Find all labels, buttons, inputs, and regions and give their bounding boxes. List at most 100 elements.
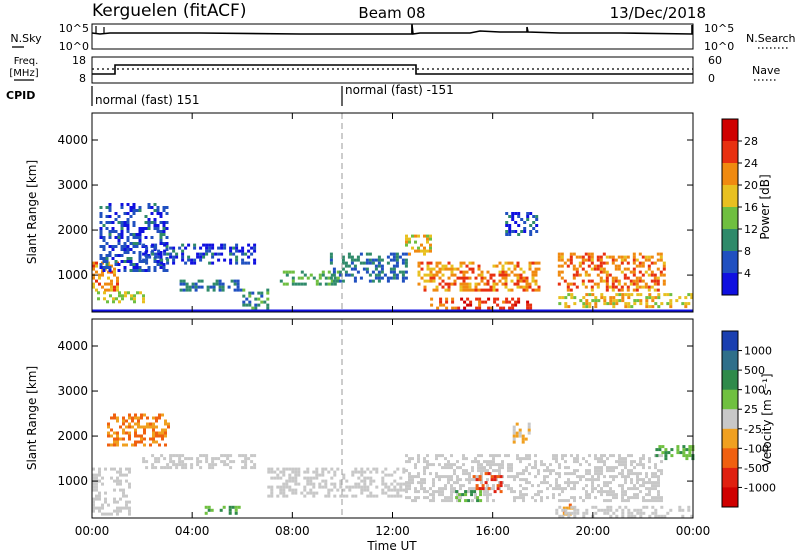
velocity-cell-region-5 bbox=[630, 454, 633, 458]
velocity-cell-region-7 bbox=[464, 490, 468, 494]
velocity-cell-region-8 bbox=[515, 422, 519, 426]
velocity-cell-region-2 bbox=[199, 466, 203, 470]
power-cell-region-13 bbox=[624, 302, 628, 306]
velocity-cell-region-5 bbox=[603, 499, 606, 503]
power-cell-region-9 bbox=[477, 282, 481, 286]
velocity-cell-region-5 bbox=[477, 454, 480, 458]
power-cell-region-5 bbox=[266, 288, 270, 292]
power-cell-region-7 bbox=[368, 252, 372, 256]
power-cell-region-12 bbox=[572, 252, 576, 256]
velocity-cell-region-1 bbox=[158, 431, 161, 435]
velocity-cell-region-5 bbox=[522, 472, 525, 476]
power-cell-region-9 bbox=[480, 279, 484, 283]
velocity-cell-region-8 bbox=[512, 437, 516, 441]
power-cell-region-9 bbox=[531, 273, 535, 277]
velocity-cell-region-11 bbox=[564, 511, 568, 515]
velocity-cell-region-8 bbox=[515, 434, 519, 438]
velocity-cell-region-5 bbox=[441, 499, 444, 503]
power-cell-region-6 bbox=[303, 282, 307, 286]
velocity-cell-region-0 bbox=[95, 506, 98, 510]
power-cell-region-2 bbox=[153, 266, 157, 269]
power-cell-region-7 bbox=[395, 276, 399, 280]
velocity-cell-region-5 bbox=[576, 475, 579, 479]
power-cell-region-12 bbox=[638, 285, 642, 289]
power-cell-region-3 bbox=[223, 243, 227, 247]
power-cell-region-9 bbox=[507, 261, 511, 265]
velocity-cell-region-1 bbox=[116, 440, 119, 444]
power-cell-region-10 bbox=[490, 306, 494, 310]
power-cell-region-13 bbox=[645, 302, 649, 306]
velocity-cell-region-5 bbox=[624, 478, 627, 482]
velocity-cell-region-5 bbox=[600, 487, 603, 491]
power-cell-region-9 bbox=[438, 267, 442, 271]
power-cell-region-2 bbox=[132, 224, 136, 227]
velocity-cell-region-7 bbox=[479, 493, 483, 497]
velocity-cell-region-5 bbox=[648, 493, 651, 497]
power-cell-region-3 bbox=[172, 249, 176, 253]
velocity-colorbar-swatch bbox=[722, 409, 738, 430]
power-cell-region-9 bbox=[501, 264, 505, 268]
velocity-cell-region-2 bbox=[205, 457, 209, 461]
velocity-cell-region-4 bbox=[366, 488, 370, 492]
velocity-cell-region-5 bbox=[621, 460, 624, 464]
velocity-cell-region-5 bbox=[456, 466, 459, 470]
power-cell-region-6 bbox=[279, 279, 283, 283]
power-cell-region-0 bbox=[95, 270, 98, 274]
power-cell-region-12 bbox=[641, 255, 645, 259]
velocity-cell-region-0 bbox=[119, 470, 122, 474]
velocity-cell-region-4 bbox=[357, 485, 361, 489]
velocity-cell-region-5 bbox=[657, 475, 660, 479]
velocity-cell-region-5 bbox=[549, 472, 552, 476]
power-cell-region-2 bbox=[150, 206, 154, 209]
velocity-cell-region-10 bbox=[661, 451, 665, 455]
velocity-cell-region-5 bbox=[615, 496, 618, 500]
power-cell-region-6 bbox=[297, 282, 301, 286]
velocity-cell-region-2 bbox=[199, 454, 203, 458]
power-cell-region-3 bbox=[145, 261, 149, 265]
power-cell-region-12 bbox=[572, 273, 576, 277]
velocity-cell-region-1 bbox=[119, 437, 122, 441]
power-cell-region-12 bbox=[656, 252, 660, 256]
power-cell-region-7 bbox=[386, 279, 390, 283]
velocity-cell-region-2 bbox=[196, 460, 200, 464]
power-cell-region-7 bbox=[353, 276, 357, 280]
velocity-cell-region-1 bbox=[116, 419, 119, 423]
velocity-cell-region-5 bbox=[552, 454, 555, 458]
power-cell-region-3 bbox=[235, 249, 239, 253]
velocity-cell-region-5 bbox=[618, 484, 621, 488]
velocity-cell-region-5 bbox=[651, 475, 654, 479]
velocity-cell-region-5 bbox=[633, 472, 636, 476]
power-cell-region-9 bbox=[513, 264, 517, 268]
power-cell-region-9 bbox=[438, 282, 442, 286]
power-cell-region-11 bbox=[535, 215, 539, 218]
velocity-cell-region-4 bbox=[381, 488, 385, 492]
power-cell-region-9 bbox=[501, 276, 505, 280]
velocity-cell-region-2 bbox=[241, 454, 245, 458]
power-cell-region-2 bbox=[114, 254, 118, 257]
velocity-cell-region-5 bbox=[570, 481, 573, 485]
power-cell-region-7 bbox=[350, 255, 354, 259]
velocity-cell-region-11 bbox=[576, 511, 580, 515]
power-cell-region-8 bbox=[411, 234, 414, 238]
velocity-cell-region-5 bbox=[633, 484, 636, 488]
power-cell-region-10 bbox=[514, 300, 518, 304]
power-cell-region-5 bbox=[257, 303, 261, 307]
power-cell-region-2 bbox=[102, 266, 106, 269]
velocity-cell-region-5 bbox=[555, 460, 558, 464]
power-cell-region-3 bbox=[235, 258, 239, 262]
power-cell-region-3 bbox=[229, 249, 233, 253]
velocity-cell-region-7 bbox=[458, 499, 462, 503]
power-cell-region-2 bbox=[117, 254, 121, 257]
velocity-cell-region-5 bbox=[537, 484, 540, 488]
power-cell-region-12 bbox=[563, 261, 567, 265]
power-cell-region-12 bbox=[635, 282, 639, 286]
power-cell-region-6 bbox=[312, 276, 316, 280]
power-cell-region-7 bbox=[350, 273, 354, 277]
velocity-cell-region-5 bbox=[423, 487, 426, 491]
velocity-cell-region-5 bbox=[624, 499, 627, 503]
power-cell-region-12 bbox=[623, 258, 627, 262]
velocity-cell-region-5 bbox=[528, 454, 531, 458]
velocity-cell-region-0 bbox=[119, 467, 122, 471]
velocity-cell-region-4 bbox=[267, 485, 271, 489]
